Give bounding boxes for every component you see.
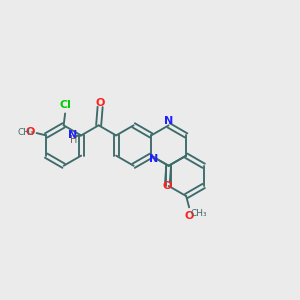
Text: CH₃: CH₃ [190, 209, 207, 218]
Text: N: N [164, 116, 173, 127]
Text: O: O [163, 181, 172, 191]
Text: H: H [70, 136, 77, 146]
Text: N: N [68, 130, 78, 140]
Text: O: O [184, 211, 194, 220]
Text: CH₃: CH₃ [17, 128, 34, 137]
Text: Cl: Cl [59, 100, 71, 110]
Text: N: N [149, 154, 158, 164]
Text: O: O [26, 128, 35, 137]
Text: O: O [95, 98, 105, 108]
